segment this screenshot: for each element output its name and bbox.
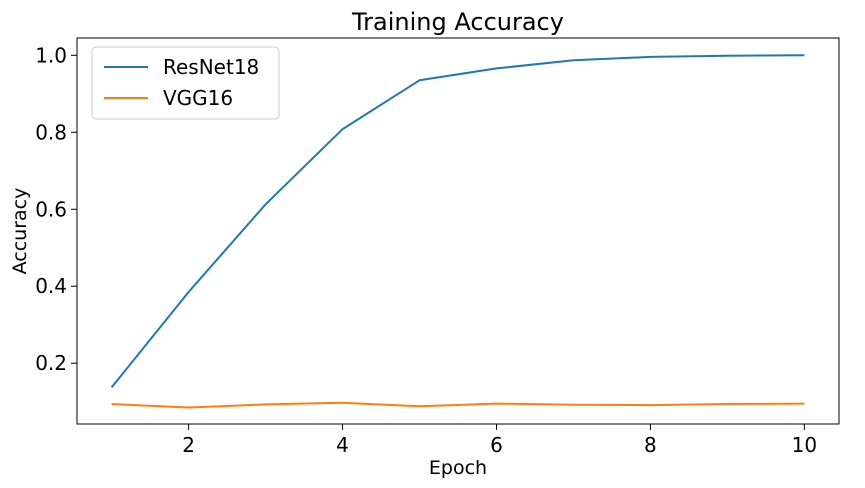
x-axis-label: Epoch [429, 457, 487, 479]
y-tick-label: 0.6 [35, 197, 67, 221]
plot-frame [76, 37, 840, 425]
chart-title: Training Accuracy [351, 8, 564, 36]
x-tick-label: 4 [336, 433, 349, 457]
series-line-resnet18 [110, 54, 805, 389]
legend-label-vgg16: VGG16 [163, 86, 233, 110]
y-tick-label: 0.4 [35, 274, 67, 298]
series-layer [110, 54, 805, 409]
legend-label-resnet18: ResNet18 [163, 55, 259, 79]
legend: ResNet18 VGG16 [91, 46, 280, 120]
series-line-vgg16 [111, 401, 805, 409]
x-axis: 2 4 6 8 10 [182, 424, 817, 457]
y-axis: 0.2 0.4 0.6 0.8 1.0 [35, 43, 77, 375]
legend-box [91, 46, 280, 120]
x-tick-label: 6 [490, 433, 503, 457]
x-tick-label: 10 [792, 433, 817, 457]
y-tick-label: 1.0 [35, 43, 67, 67]
x-tick-label: 8 [644, 433, 657, 457]
x-tick-label: 2 [182, 433, 195, 457]
y-tick-label: 0.2 [35, 351, 67, 375]
y-axis-label: Accuracy [9, 188, 31, 275]
y-tick-label: 0.8 [35, 120, 67, 144]
